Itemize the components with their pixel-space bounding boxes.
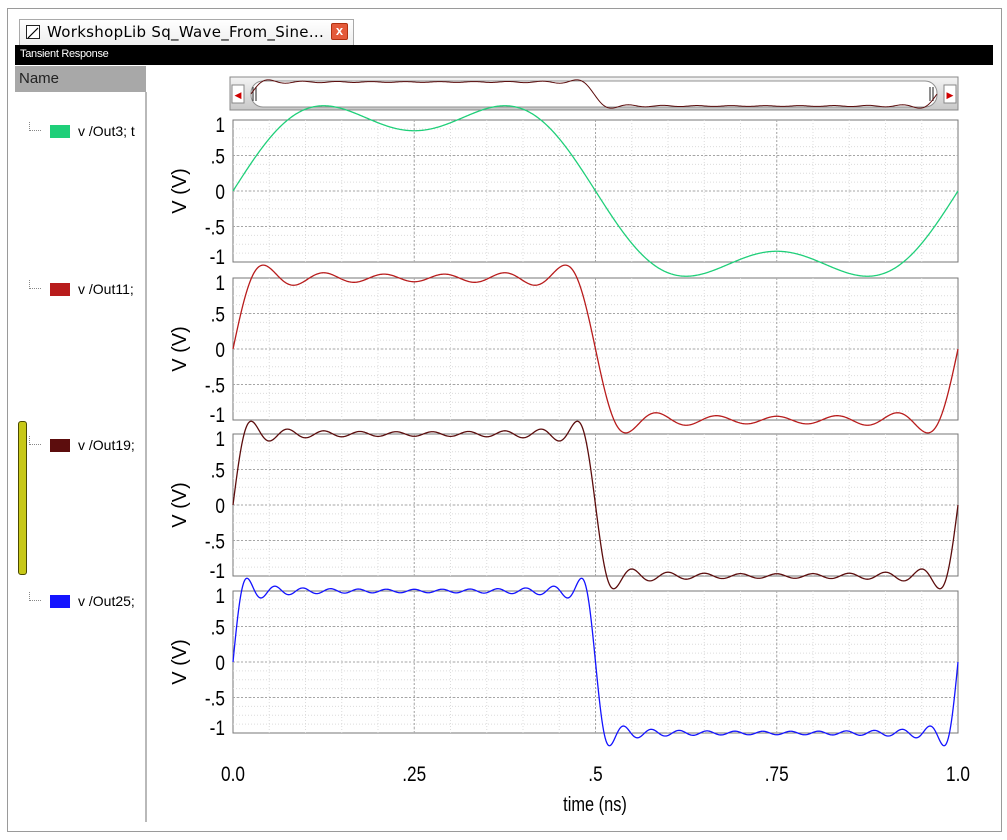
scroll-left-arrow-icon: ◀ <box>235 90 242 100</box>
plot-panel[interactable]: 1 .5 0 -.5 -1 V (V) <box>169 105 959 277</box>
x-tick-label: .5 <box>588 764 602 787</box>
y-tick-label: 0 <box>215 653 225 676</box>
scroll-right-arrow-icon: ▶ <box>947 90 954 100</box>
legend-swatch <box>50 283 70 296</box>
tree-connector <box>29 600 41 602</box>
legend-item-out19[interactable]: v /Out19; <box>29 436 147 456</box>
plot-panel[interactable]: 1 .5 0 -.5 -1 V (V) <box>169 577 959 747</box>
scroll-left-button[interactable] <box>231 84 245 104</box>
legend-label: v /Out25; <box>78 593 135 609</box>
y-axis-label: V (V) <box>169 482 191 528</box>
y-tick-label: -.5 <box>205 217 225 240</box>
y-axis-label: V (V) <box>169 326 191 372</box>
tree-connector <box>29 288 41 290</box>
overview-scrollbar[interactable]: ◀ ▶ <box>229 76 959 111</box>
legend-label: v /Out3; t <box>78 123 135 139</box>
series-line[interactable] <box>232 264 959 434</box>
y-tick-label: -.5 <box>205 688 225 711</box>
y-tick-label: -.5 <box>205 531 225 554</box>
y-tick-label: 1 <box>215 586 225 609</box>
plot-panel[interactable]: 1 .5 0 -.5 -1 V (V) <box>169 420 959 590</box>
plot-panels: 1 .5 0 -.5 -1 V (V) 1 .5 0 -.5 -1 V (V) 1 .5 0 -.5 -1 V (… <box>169 105 959 747</box>
x-tick-label: .75 <box>765 764 789 787</box>
x-tick-label: 1.0 <box>946 764 970 787</box>
plot-panel[interactable]: 1 .5 0 -.5 -1 V (V) <box>169 264 959 434</box>
legend-swatch <box>50 125 70 138</box>
tree-connector <box>29 130 41 132</box>
y-tick-label: -1 <box>210 405 225 428</box>
panel-title: Tansient Response <box>20 48 109 60</box>
y-tick-label: .5 <box>211 146 225 169</box>
x-tick-label: .25 <box>402 764 426 787</box>
y-tick-label: .5 <box>211 304 225 327</box>
scroll-right-button[interactable] <box>943 84 957 104</box>
legend-label: v /Out19; <box>78 437 135 453</box>
y-axis-label: V (V) <box>169 639 191 685</box>
legend-item-out11[interactable]: v /Out11; <box>29 280 147 300</box>
waveform-document-icon <box>26 25 40 39</box>
y-tick-label: .5 <box>211 460 225 483</box>
y-axis-label: V (V) <box>169 168 191 214</box>
y-tick-label: 1 <box>215 115 225 138</box>
close-icon[interactable]: x <box>331 23 348 40</box>
series-line[interactable] <box>232 420 959 590</box>
y-tick-label: -.5 <box>205 375 225 398</box>
tab-workshoplib[interactable]: WorkshopLib Sq_Wave_From_Sine... x <box>19 19 354 45</box>
left-grip-icon[interactable] <box>252 87 257 101</box>
legend-swatch <box>50 595 70 608</box>
x-axis: 0.0 .25 .5 .75 1.0 time (ns) <box>221 764 970 816</box>
overview-trace <box>250 79 938 109</box>
x-tick-label: 0.0 <box>221 764 245 787</box>
panel-title-bar: Tansient Response <box>15 45 993 65</box>
y-tick-label: 1 <box>215 273 225 296</box>
sidebar-divider[interactable] <box>145 92 147 822</box>
tab-bar: WorkshopLib Sq_Wave_From_Sine... x <box>8 9 1001 46</box>
tree-connector <box>29 444 41 446</box>
legend-item-out3[interactable]: v /Out3; t <box>29 122 147 142</box>
y-tick-label: 1 <box>215 429 225 452</box>
series-line[interactable] <box>232 105 959 277</box>
legend-label: v /Out11; <box>78 281 134 297</box>
y-tick-label: .5 <box>211 617 225 640</box>
name-column-header[interactable]: Name <box>15 66 146 92</box>
y-tick-label: -1 <box>210 247 225 270</box>
name-column-label: Name <box>19 70 60 87</box>
series-line[interactable] <box>232 577 959 747</box>
y-tick-label: -1 <box>210 561 225 584</box>
tab-title: WorkshopLib Sq_Wave_From_Sine... <box>47 23 325 41</box>
selection-marker[interactable] <box>18 421 27 575</box>
y-tick-label: -1 <box>210 718 225 741</box>
x-axis-label: time (ns) <box>563 792 627 815</box>
legend-item-out25[interactable]: v /Out25; <box>29 592 147 612</box>
y-tick-label: 0 <box>215 340 225 363</box>
legend-swatch <box>50 439 70 452</box>
y-tick-label: 0 <box>215 496 225 519</box>
y-tick-label: 0 <box>215 182 225 205</box>
